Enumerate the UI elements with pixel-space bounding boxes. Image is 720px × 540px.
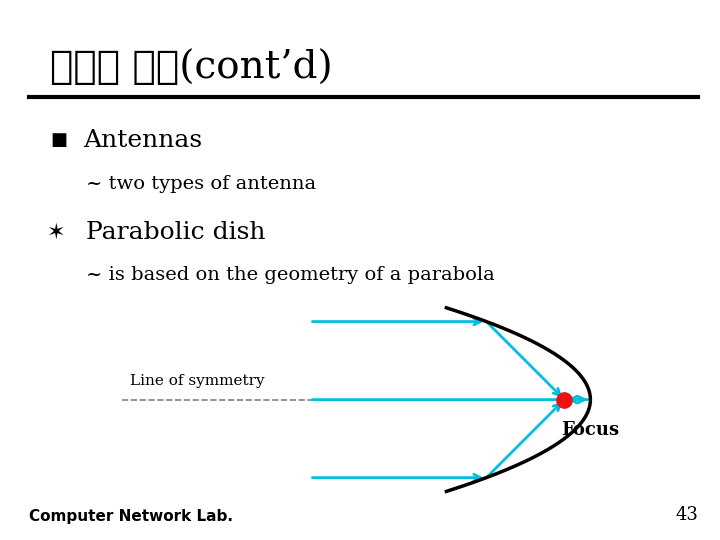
Text: Line of symmetry: Line of symmetry: [130, 374, 264, 388]
Text: 비유도 매체(cont’d): 비유도 매체(cont’d): [50, 49, 333, 86]
Text: Focus: Focus: [561, 421, 619, 439]
Text: ✶: ✶: [47, 222, 66, 242]
Text: Parabolic dish: Parabolic dish: [86, 221, 266, 244]
Text: 43: 43: [675, 506, 698, 524]
Text: ■: ■: [50, 131, 68, 150]
Text: Antennas: Antennas: [83, 129, 202, 152]
Text: ~ is based on the geometry of a parabola: ~ is based on the geometry of a parabola: [86, 266, 495, 285]
Text: Computer Network Lab.: Computer Network Lab.: [29, 509, 233, 524]
Text: ~ two types of antenna: ~ two types of antenna: [86, 174, 317, 193]
